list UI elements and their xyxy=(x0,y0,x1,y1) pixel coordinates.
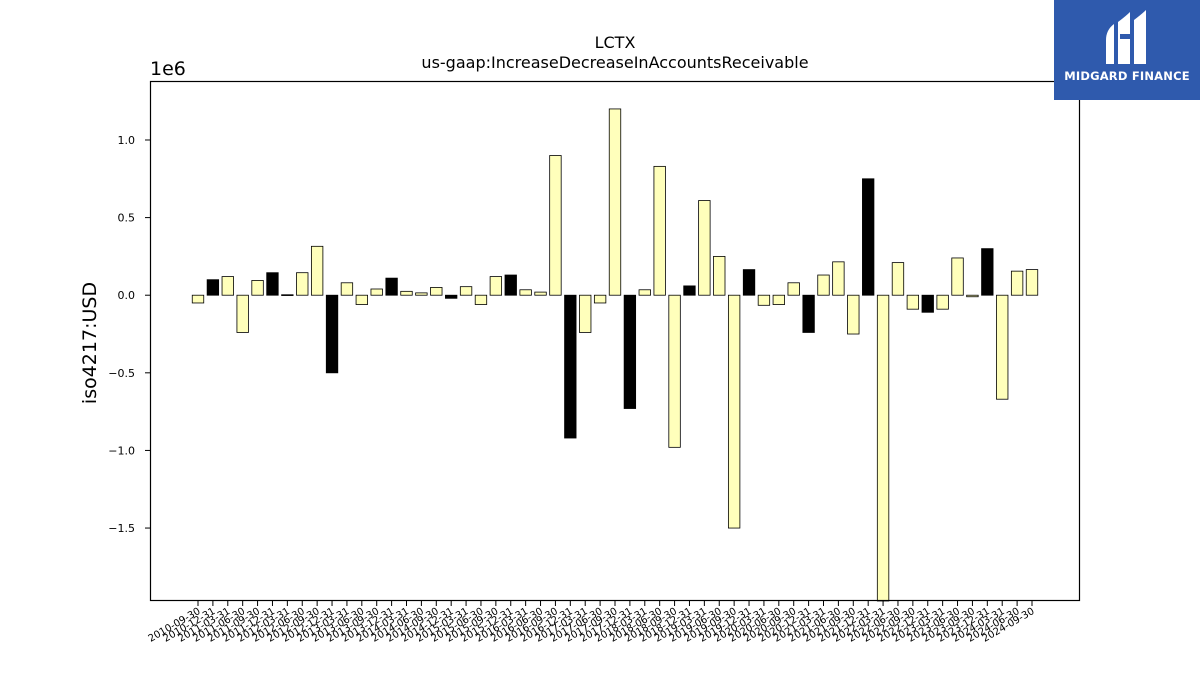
bar-2020-03-31 xyxy=(757,294,771,306)
midgard-logo-icon xyxy=(1106,10,1146,64)
bar-2023-09-30 xyxy=(966,294,979,298)
bar-2010-09-30 xyxy=(191,294,205,304)
bar-2018-03-31 xyxy=(638,289,651,296)
bar-2024-06-30 xyxy=(1010,270,1024,296)
bar-2024-09-30 xyxy=(1025,269,1039,296)
bar-2016-12-31 xyxy=(564,294,577,439)
bar-2021-09-30 xyxy=(847,294,860,335)
bar-2015-06-30 xyxy=(474,294,488,305)
y-tick-label: 1.0 xyxy=(118,134,136,147)
bar-2019-09-30 xyxy=(727,294,741,529)
bar-2020-12-31 xyxy=(802,294,815,333)
y-tick-label: −1.0 xyxy=(108,444,135,457)
bar-2017-09-30 xyxy=(608,108,622,296)
bars-group xyxy=(191,108,1039,602)
bar-2022-06-30 xyxy=(891,262,905,296)
y-tick-label: −0.5 xyxy=(108,367,135,380)
bar-2013-03-31 xyxy=(340,282,354,296)
bar-2012-09-30 xyxy=(310,245,324,296)
y-offset-label: 1e6 xyxy=(150,58,186,80)
bar-2015-03-31 xyxy=(459,286,473,296)
bar-2023-12-31 xyxy=(981,248,994,296)
bar-2022-09-30 xyxy=(906,294,920,310)
plot-frame xyxy=(149,80,1081,602)
bar-2017-12-31 xyxy=(623,294,637,409)
bar-2023-03-31 xyxy=(936,294,949,310)
bar-2014-03-31 xyxy=(400,290,413,296)
bar-2013-06-30 xyxy=(355,294,368,305)
brand-logo: MIDGARD FINANCE xyxy=(1054,0,1200,100)
bar-2017-03-31 xyxy=(579,294,592,333)
chart-subtitle: us-gaap:IncreaseDecreaseInAccountsReceiv… xyxy=(421,53,808,72)
bar-2018-12-31 xyxy=(683,285,696,296)
bar-2011-12-31 xyxy=(266,272,279,296)
x-ticks-group: 2010-09-302010-12-312011-03-312011-06-30… xyxy=(147,601,1037,645)
bar-2013-09-30 xyxy=(370,288,383,296)
y-tick-label: 0.0 xyxy=(118,289,136,302)
brand-name: MIDGARD FINANCE xyxy=(1064,69,1190,83)
bar-2015-09-30 xyxy=(489,276,503,296)
bar-2022-03-31 xyxy=(876,294,890,602)
y-axis-label: iso4217:USD xyxy=(79,282,101,404)
bar-2011-09-30 xyxy=(251,280,264,296)
bar-2011-03-31 xyxy=(221,276,234,296)
bar-2013-12-31 xyxy=(385,277,398,296)
bar-2021-03-31 xyxy=(817,274,830,296)
bar-2019-12-31 xyxy=(742,269,756,296)
bar-2012-06-30 xyxy=(296,272,309,296)
bar-2014-12-31 xyxy=(445,294,458,299)
bar-2021-06-30 xyxy=(832,261,845,296)
bar-2024-03-31 xyxy=(996,294,1009,400)
bar-2016-03-31 xyxy=(519,289,532,296)
bar-2022-12-31 xyxy=(921,294,934,313)
bar-2018-09-30 xyxy=(668,294,681,448)
y-tick-label: 0.5 xyxy=(118,212,136,225)
bar-2012-12-31 xyxy=(325,294,339,374)
bar-2021-12-31 xyxy=(862,178,875,296)
bar-2014-09-30 xyxy=(430,287,443,296)
bar-2020-09-30 xyxy=(787,282,800,296)
bar-2011-06-30 xyxy=(236,294,249,333)
y-ticks-group: −1.5 −1.0 −0.5 0.0 0.5 1.0 xyxy=(108,134,150,535)
y-tick-label: −1.5 xyxy=(108,522,135,535)
bar-2016-09-30 xyxy=(549,155,562,296)
bar-2017-06-30 xyxy=(593,294,607,304)
bar-2015-12-31 xyxy=(504,274,517,296)
bar-2014-06-30 xyxy=(415,292,428,296)
bar-2020-06-30 xyxy=(772,294,785,305)
bar-2010-12-31 xyxy=(206,279,220,296)
bar-2023-06-30 xyxy=(951,257,964,296)
bar-2019-06-30 xyxy=(713,255,726,296)
bar-2019-03-31 xyxy=(698,200,711,296)
bar-2016-06-30 xyxy=(534,291,547,296)
bar-2012-03-31 xyxy=(281,294,294,296)
chart-title: LCTX xyxy=(595,33,636,52)
bar-2018-06-30 xyxy=(653,165,666,296)
